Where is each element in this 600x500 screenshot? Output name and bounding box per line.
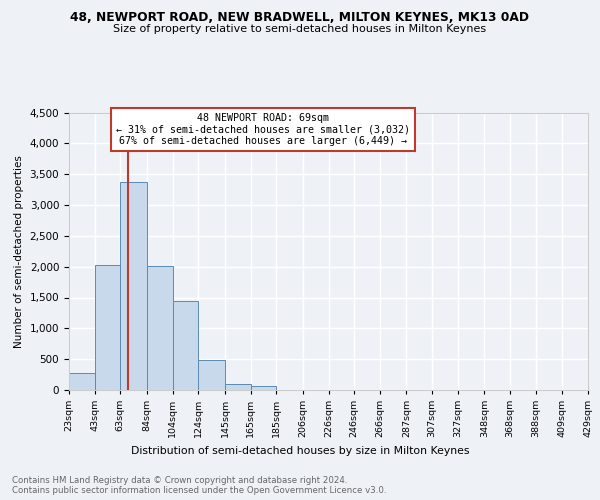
- Bar: [120, 182, 147, 390]
- Bar: [198, 360, 225, 390]
- Bar: [95, 265, 120, 390]
- Text: Size of property relative to semi-detached houses in Milton Keynes: Size of property relative to semi-detach…: [113, 24, 487, 34]
- Bar: [173, 300, 198, 390]
- Bar: [225, 384, 251, 390]
- Text: Contains public sector information licensed under the Open Government Licence v3: Contains public sector information licen…: [12, 486, 386, 495]
- Y-axis label: Number of semi-detached properties: Number of semi-detached properties: [14, 155, 24, 348]
- Text: 48, NEWPORT ROAD, NEW BRADWELL, MILTON KEYNES, MK13 0AD: 48, NEWPORT ROAD, NEW BRADWELL, MILTON K…: [71, 11, 530, 24]
- Text: 48 NEWPORT ROAD: 69sqm
← 31% of semi-detached houses are smaller (3,032)
67% of : 48 NEWPORT ROAD: 69sqm ← 31% of semi-det…: [116, 113, 410, 146]
- Bar: [251, 386, 276, 390]
- Text: Distribution of semi-detached houses by size in Milton Keynes: Distribution of semi-detached houses by …: [131, 446, 469, 456]
- Text: Contains HM Land Registry data © Crown copyright and database right 2024.: Contains HM Land Registry data © Crown c…: [12, 476, 347, 485]
- Bar: [69, 374, 95, 390]
- Bar: [147, 266, 173, 390]
